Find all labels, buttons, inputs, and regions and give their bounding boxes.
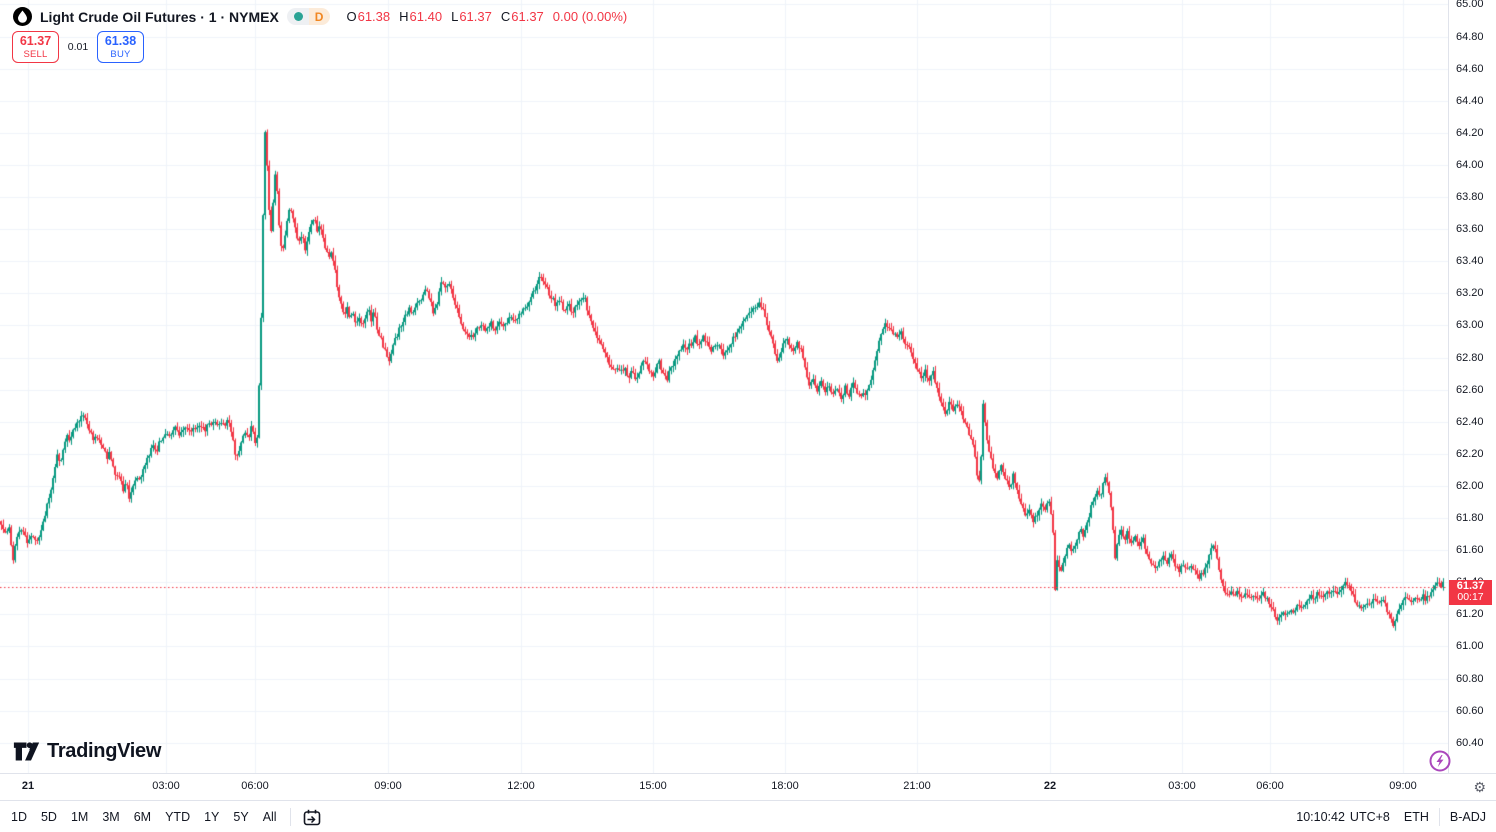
price-tick-label: 60.40 [1456,736,1484,749]
low-value: 61.37 [459,9,492,24]
date-range-buttons: 1D 5D 1M 3M 6M YTD 1Y 5Y All [0,806,328,828]
open-value: 61.38 [357,9,391,24]
price-tick-label: 64.40 [1456,94,1484,107]
bottom-toolbar: 1D 5D 1M 3M 6M YTD 1Y 5Y All 10:10:42 UTC+8 ETH … [0,800,1496,832]
time-tick-label: 09:00 [1389,780,1417,792]
range-button-5y[interactable]: 5Y [233,810,249,824]
interval-badge[interactable]: D [308,8,331,25]
trade-buttons: 61.37 SELL 0.01 61.38 BUY [12,31,144,63]
sell-label: SELL [23,49,48,60]
time-tick-label: 18:00 [771,780,799,792]
sell-price: 61.37 [19,33,52,48]
range-button-1y[interactable]: 1Y [204,810,220,824]
low-label: L [451,9,459,24]
price-tick-label: 63.20 [1456,287,1484,300]
close-value: 61.37 [511,9,544,24]
ohlc-values: O61.38 H61.40 L61.37 C61.37 0.00 (0.00%) [346,9,627,24]
tradingview-glyph-icon [13,742,40,761]
price-tick-label: 61.60 [1456,544,1484,557]
price-axis[interactable]: 65.00 64.80 64.60 64.40 64.20 64.00 63.80 63.60… [1448,0,1496,773]
time-tick-label: 09:00 [374,780,402,792]
last-price-value: 61.37 [1456,579,1485,592]
price-tick-label: 64.20 [1456,126,1484,139]
price-tick-label: 63.40 [1456,255,1484,268]
calendar-arrow-icon [303,809,320,825]
time-tick-label: 12:00 [507,780,535,792]
range-button-5d[interactable]: 5D [40,810,57,824]
buy-button[interactable]: 61.38 BUY [97,31,144,63]
chart-plot-area[interactable]: Light Crude Oil Futures · 1 · NYMEX D O6… [0,0,1451,773]
candlestick-canvas[interactable] [0,0,1448,773]
price-tick-label: 62.20 [1456,447,1484,460]
clock[interactable]: 10:10:42 UTC+8 [1296,810,1390,824]
buy-label: BUY [110,49,131,60]
spread-value: 0.01 [67,41,89,53]
last-price-label: 61.37 00:17 [1449,579,1492,605]
price-tick-label: 63.00 [1456,319,1484,332]
market-open-dot-icon [293,12,303,21]
high-label: H [399,9,409,24]
price-tick-label: 60.80 [1456,672,1484,685]
price-tick-label: 61.00 [1456,640,1484,653]
range-button-6m[interactable]: 6M [133,810,152,824]
time-tick-label: 06:00 [1256,780,1284,792]
buy-price: 61.38 [104,33,137,48]
toolbar-right: 10:10:42 UTC+8 ETH B-ADJ [1296,808,1496,826]
market-status-pill[interactable]: D [286,8,331,25]
price-tick-label: 64.00 [1456,158,1484,171]
price-tick-label: 64.60 [1456,62,1484,75]
symbol-title[interactable]: Light Crude Oil Futures · 1 · NYMEX [40,8,279,25]
price-tick-label: 61.80 [1456,512,1484,524]
time-tick-day-label: 22 [1043,780,1057,792]
price-tick-label: 65.00 [1456,0,1484,11]
tradingview-logo-text: TradingView [47,740,162,762]
adjustment-badj-button[interactable]: B-ADJ [1449,810,1486,824]
oil-drop-icon [18,10,27,23]
go-to-date-button[interactable] [297,807,328,828]
price-tick-label: 63.60 [1456,223,1484,236]
time-tick-label: 03:00 [152,780,180,792]
high-value: 61.40 [409,9,443,24]
toolbar-divider [1438,808,1440,826]
range-button-3m[interactable]: 3M [102,810,120,824]
toolbar-divider [289,808,291,826]
price-tick-label: 62.60 [1456,383,1484,396]
close-label: C [500,9,511,24]
price-tick-label: 62.40 [1456,415,1484,428]
range-button-1m[interactable]: 1M [70,810,89,824]
price-tick-label: 63.80 [1456,191,1484,203]
bar-countdown: 00:17 [1457,591,1484,603]
tradingview-logo[interactable]: TradingView [13,739,161,764]
sell-button[interactable]: 61.37 SELL [12,31,59,63]
range-button-all[interactable]: All [262,810,277,824]
clock-timezone: UTC+8 [1349,810,1390,824]
range-button-ytd[interactable]: YTD [165,810,191,824]
price-tick-label: 61.20 [1456,608,1484,621]
price-tick-label: 60.60 [1456,704,1484,717]
instant-order-flash-button[interactable] [1428,749,1452,773]
price-tick-label: 64.80 [1456,30,1484,43]
time-tick-label: 06:00 [241,780,269,792]
lightning-icon [1429,750,1451,772]
range-button-1d[interactable]: 1D [11,810,27,824]
symbol-logo-icon[interactable] [13,7,32,26]
session-eth-button[interactable]: ETH [1403,810,1429,824]
price-tick-label: 62.80 [1456,351,1484,364]
price-tick-label: 62.00 [1456,479,1484,492]
time-tick-label: 21:00 [903,780,931,792]
axis-settings-gear-icon[interactable]: ⚙ [1473,779,1486,795]
open-label: O [346,9,357,24]
time-tick-label: 15:00 [639,780,667,792]
clock-time: 10:10:42 [1296,810,1345,824]
change-value: 0.00 (0.00%) [552,9,628,24]
time-tick-day-label: 21 [21,780,35,792]
symbol-legend: Light Crude Oil Futures · 1 · NYMEX D O6… [13,7,627,26]
time-tick-label: 03:00 [1168,780,1196,792]
time-axis[interactable]: ⚙ 21 03:00 06:00 09:00 12:00 15:00 18:00 21:00 2… [0,773,1496,801]
